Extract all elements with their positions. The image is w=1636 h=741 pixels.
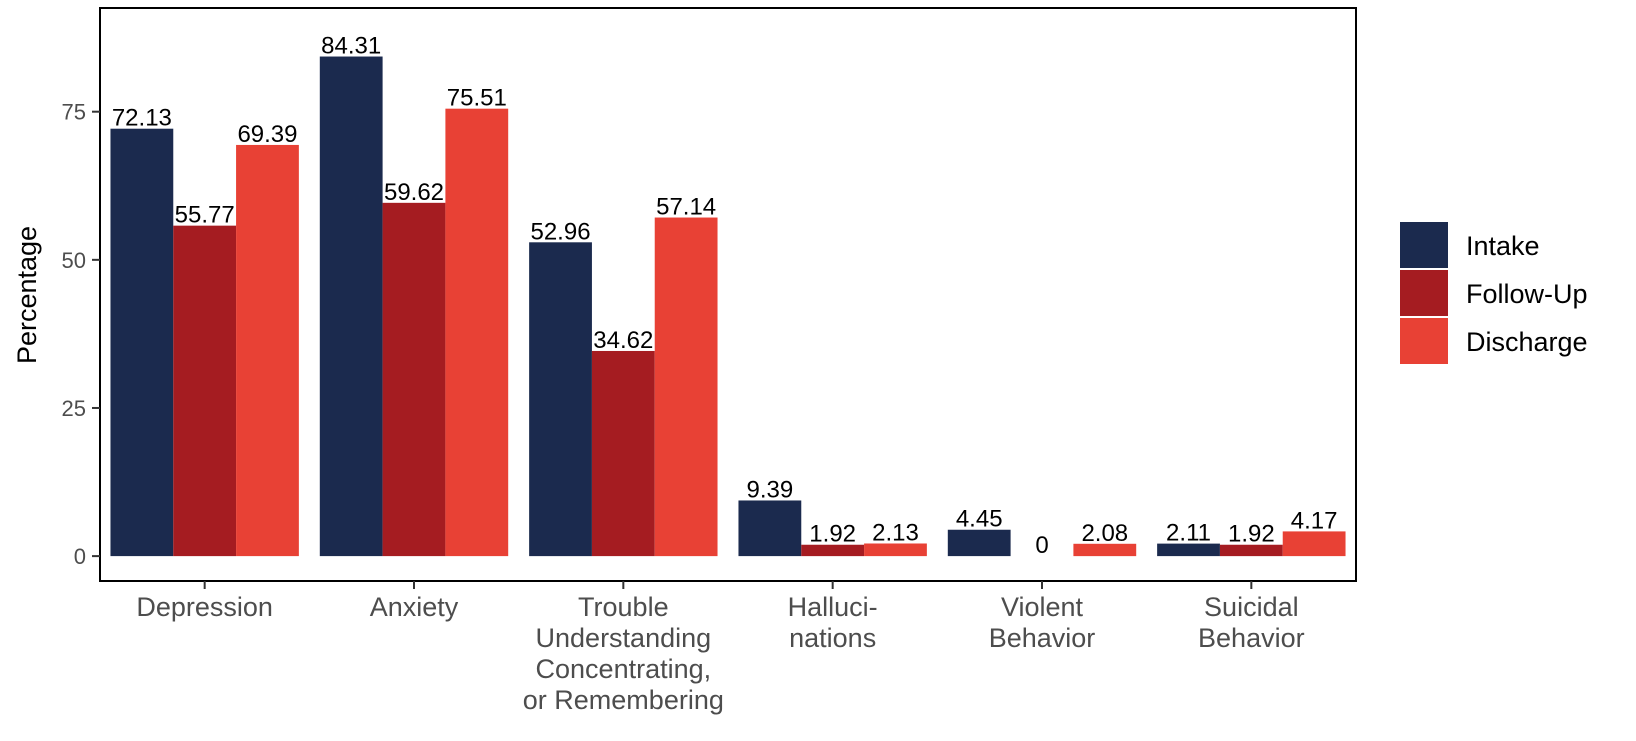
bar-follow-up-2 xyxy=(591,350,655,557)
y-tick-label: 25 xyxy=(62,396,86,421)
legend-label: Intake xyxy=(1466,231,1540,261)
data-label: 72.13 xyxy=(112,105,172,132)
bar-discharge-4 xyxy=(1073,543,1137,557)
bar-discharge-2 xyxy=(654,217,718,557)
x-tick-label-line: Suicidal xyxy=(1204,592,1299,622)
bar-labels-layer: 72.13 84.31 52.96 9.39 4.45 2.11 55.77 59.62 34.… xyxy=(112,33,1338,560)
x-tick-label: Suicidal Behavior xyxy=(1198,592,1305,653)
y-tick-label: 75 xyxy=(62,100,86,125)
bar-intake-0 xyxy=(110,128,174,557)
data-label: 57.14 xyxy=(656,194,716,221)
data-label: 52.96 xyxy=(530,218,590,245)
data-label: 9.39 xyxy=(747,476,794,503)
data-label: 59.62 xyxy=(384,179,444,206)
y-axis-title: Percentage xyxy=(12,226,42,364)
bar-discharge-1 xyxy=(445,108,509,557)
legend-label: Follow-Up xyxy=(1466,279,1588,309)
bar-intake-4 xyxy=(947,529,1011,557)
legend-label: Discharge xyxy=(1466,327,1588,357)
plot-panel-border xyxy=(99,7,1357,582)
x-tick-label: Halluci-nations xyxy=(788,592,878,653)
bar-intake-3 xyxy=(738,500,802,557)
x-tick-label: Depression xyxy=(136,592,273,622)
y-tick-label: 0 xyxy=(74,544,86,569)
data-label: 84.31 xyxy=(321,33,381,60)
x-tick-label-line: Halluci- xyxy=(788,592,878,622)
legend: Intake Follow-Up Discharge xyxy=(1400,222,1588,364)
data-label: 4.45 xyxy=(956,506,1003,533)
bars-layer xyxy=(110,56,1346,557)
x-tick-label-line: Depression xyxy=(136,592,273,622)
x-tick-label-line: Anxiety xyxy=(370,592,459,622)
x-tick-label-line: Trouble xyxy=(578,592,669,622)
bar-intake-5 xyxy=(1157,543,1220,557)
x-tick-label: Trouble Understanding Concentrating, or Rem… xyxy=(523,592,724,715)
legend-key-discharge xyxy=(1400,318,1448,364)
x-tick-label-line: Understanding xyxy=(536,623,712,653)
data-label: 34.62 xyxy=(593,327,653,354)
legend-key-follow-up xyxy=(1400,270,1448,316)
x-tick-label-line: nations xyxy=(789,623,876,653)
y-axis: 0 25 50 75 xyxy=(62,100,100,569)
x-tick-label: Violent Behavior xyxy=(989,592,1096,653)
data-label: 1.92 xyxy=(1228,521,1275,548)
data-label: 1.92 xyxy=(809,521,856,548)
bar-follow-up-1 xyxy=(382,202,446,557)
bar-intake-1 xyxy=(319,56,383,557)
data-label: 2.13 xyxy=(872,519,919,546)
data-label: 55.77 xyxy=(175,202,235,229)
bar-intake-2 xyxy=(529,242,592,557)
data-label: 75.51 xyxy=(447,85,507,112)
x-axis: Depression Anxiety Trouble Understanding Con… xyxy=(136,581,1305,715)
bar-follow-up-5 xyxy=(1219,544,1283,557)
data-label: 2.08 xyxy=(1081,520,1128,547)
x-tick-label-line: Behavior xyxy=(1198,623,1305,653)
bar-discharge-0 xyxy=(236,144,299,557)
x-tick-label-line: Behavior xyxy=(989,623,1096,653)
x-tick-label-line: Violent xyxy=(1001,592,1084,622)
bar-discharge-3 xyxy=(864,543,927,557)
data-label: 0 xyxy=(1035,532,1048,559)
x-tick-label-line: or Remembering xyxy=(523,685,724,715)
x-tick-label: Anxiety xyxy=(370,592,459,622)
x-tick-label-line: Concentrating, xyxy=(536,654,712,684)
bar-follow-up-3 xyxy=(801,544,865,557)
y-tick-label: 50 xyxy=(62,248,86,273)
bar-follow-up-0 xyxy=(173,225,237,557)
data-label: 2.11 xyxy=(1166,520,1211,547)
data-label: 69.39 xyxy=(237,121,297,148)
bar-discharge-5 xyxy=(1282,531,1346,557)
data-label: 4.17 xyxy=(1291,507,1338,534)
legend-key-intake xyxy=(1400,222,1448,268)
